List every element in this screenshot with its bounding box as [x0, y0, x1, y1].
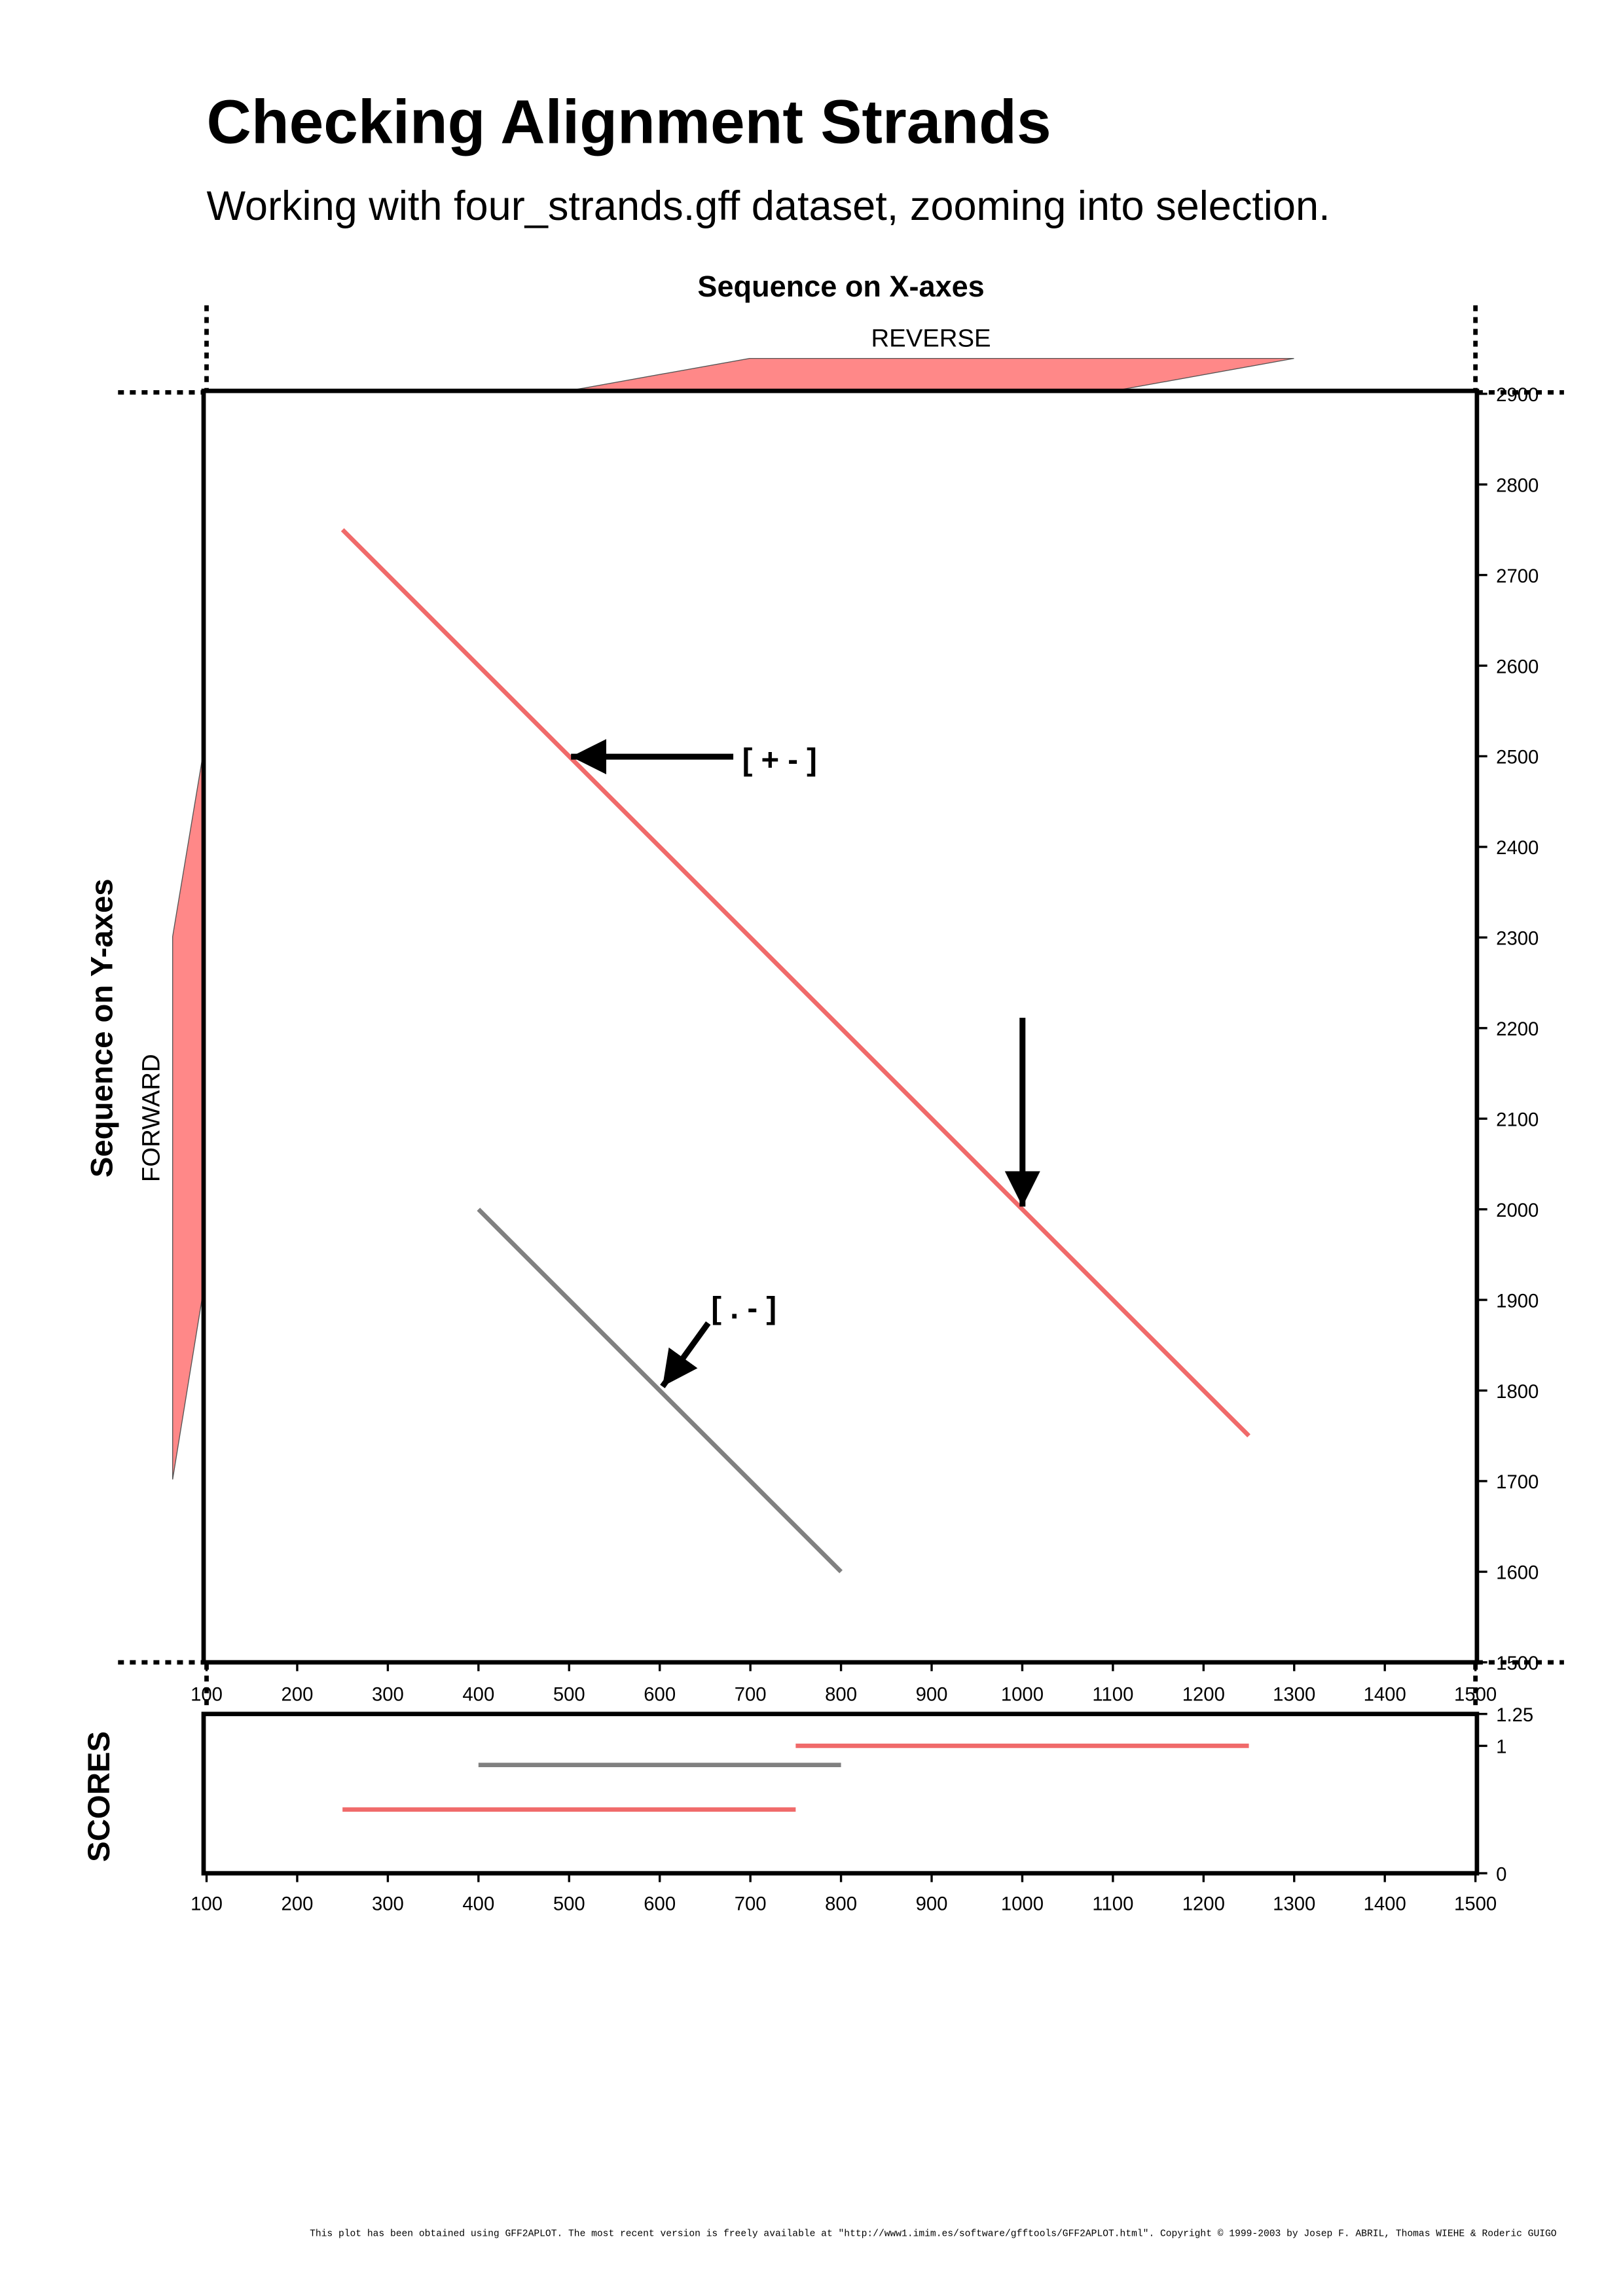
arrow	[660, 1321, 711, 1389]
crop-marks	[118, 305, 1564, 1712]
footer: This plot has been obtained using GFF2AP…	[310, 2229, 1557, 2240]
x-tick-label: 1400	[1364, 1893, 1406, 1914]
x-tick-label: 500	[553, 1893, 585, 1914]
title: Checking Alignment Strands	[207, 88, 1051, 157]
y-tick-label: 2200	[1496, 1018, 1539, 1040]
y-tick-label: 0	[1496, 1863, 1506, 1885]
x-tick-label: 1200	[1182, 1683, 1225, 1705]
x-axis-label: Sequence on X-axes	[697, 270, 984, 303]
x-tick-label: 500	[553, 1683, 585, 1705]
y-tick-label: 2800	[1496, 475, 1539, 496]
x-tick-label: 100	[191, 1893, 223, 1914]
x-tick-label: 1300	[1273, 1683, 1315, 1705]
x-tick-label: 900	[916, 1893, 948, 1914]
annotation: [ + - ]	[742, 742, 817, 777]
x-tick-label: 400	[462, 1683, 494, 1705]
y-tick-label: 1600	[1496, 1562, 1539, 1584]
forward-label: FORWARD	[137, 1054, 165, 1182]
x-tick-label: 600	[644, 1683, 676, 1705]
x-tick-label: 800	[825, 1893, 857, 1914]
forward-strand-arrow	[172, 759, 203, 1480]
y-axis-label: Sequence on Y-axes	[84, 878, 119, 1177]
y-tick-label: 2100	[1496, 1109, 1539, 1130]
y-tick-label: 2900	[1496, 384, 1539, 406]
annotation: [ . - ]	[711, 1291, 776, 1326]
y-tick-label: 2400	[1496, 837, 1539, 859]
y-tick-label: 1500	[1496, 1653, 1539, 1674]
x-tick-label: 1000	[1001, 1893, 1044, 1914]
y-tick-label: 2600	[1496, 656, 1539, 677]
reverse-label: REVERSE	[871, 325, 991, 353]
x-tick-label: 1000	[1001, 1683, 1044, 1705]
x-tick-label: 800	[825, 1683, 857, 1705]
x-tick-label: 1500	[1454, 1893, 1497, 1914]
y-tick-label: 2300	[1496, 928, 1539, 950]
y-tick-label: 1	[1496, 1736, 1506, 1758]
segment	[793, 981, 1250, 1438]
y-tick-label: 1800	[1496, 1381, 1539, 1403]
x-tick-label: 600	[644, 1893, 676, 1914]
y-tick-label: 1.25	[1496, 1704, 1533, 1726]
scores-frame	[201, 1712, 1480, 1876]
y-tick-label: 2500	[1496, 747, 1539, 768]
y-tick-label: 2700	[1496, 565, 1539, 587]
x-tick-label: 300	[372, 1893, 404, 1914]
x-tick-label: 1100	[1092, 1893, 1133, 1914]
y-tick-label: 1700	[1496, 1471, 1539, 1493]
x-tick-label: 1500	[1454, 1683, 1497, 1705]
x-tick-label: 400	[462, 1893, 494, 1914]
y-tick-label: 1900	[1496, 1290, 1539, 1312]
x-tick-label: 100	[191, 1683, 223, 1705]
x-tick-label: 700	[735, 1893, 767, 1914]
subtitle: Working with four_strands.gff dataset, z…	[207, 183, 1330, 229]
reverse-strand-arrow	[568, 357, 1294, 391]
segment	[340, 528, 797, 984]
x-tick-label: 200	[282, 1683, 314, 1705]
x-tick-label: 1300	[1273, 1893, 1315, 1914]
x-tick-label: 200	[282, 1893, 314, 1914]
x-tick-label: 300	[372, 1683, 404, 1705]
y-tick-label: 2000	[1496, 1200, 1539, 1221]
scores-label: SCORES	[82, 1731, 117, 1862]
x-tick-label: 900	[916, 1683, 948, 1705]
x-tick-label: 700	[735, 1683, 767, 1705]
x-tick-label: 1200	[1182, 1893, 1225, 1914]
x-tick-label: 1400	[1364, 1683, 1406, 1705]
segment	[477, 1208, 843, 1573]
x-tick-label: 1100	[1092, 1683, 1133, 1705]
